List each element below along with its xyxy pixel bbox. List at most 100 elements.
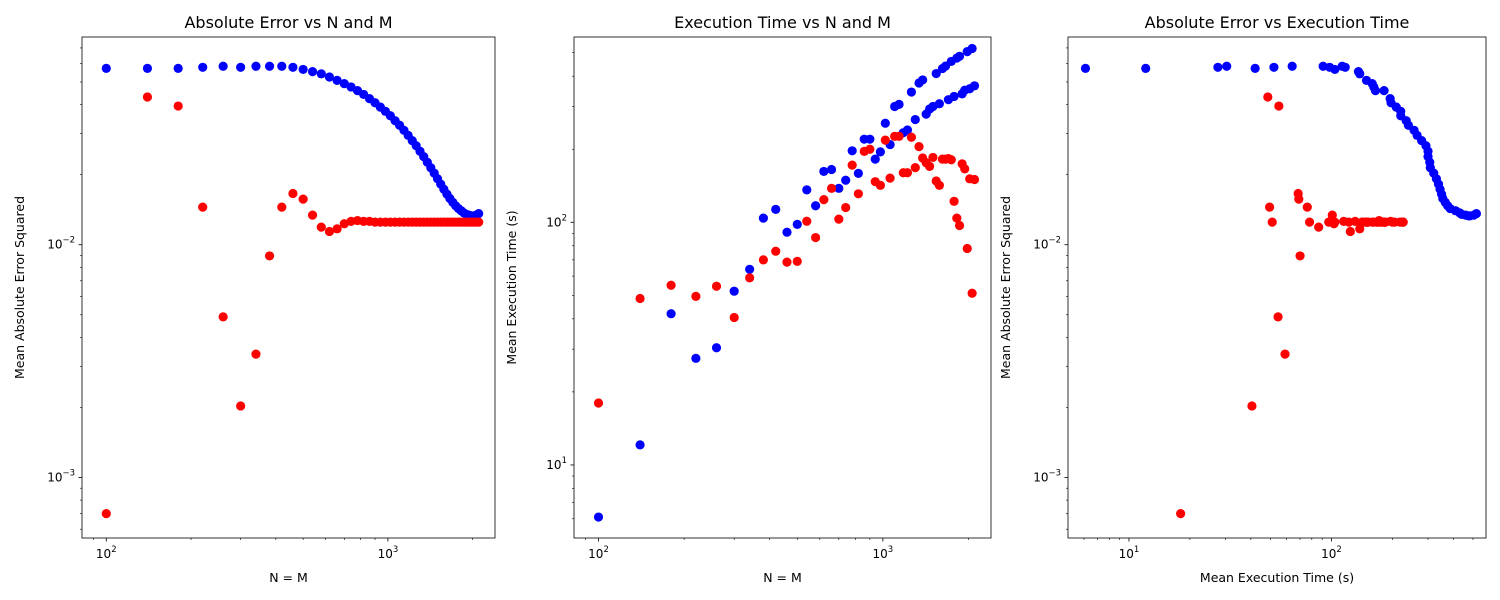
data-point <box>1355 69 1365 79</box>
data-point <box>853 168 863 178</box>
x-tick-label-base: 10 <box>1321 547 1336 561</box>
data-point <box>1330 64 1340 75</box>
data-point <box>819 166 829 177</box>
y-tick-label: 101 <box>546 456 567 472</box>
x-tick-label-exponent: 2 <box>111 545 116 555</box>
y-tick-label-base: 10 <box>47 238 62 252</box>
data-point <box>711 343 722 353</box>
data-point <box>954 220 965 231</box>
data-point <box>277 61 287 71</box>
x-tick-label: 102 <box>96 545 117 561</box>
x-axis-label: N = M <box>269 570 308 585</box>
x-tick-label: 103 <box>378 545 399 561</box>
data-point <box>666 309 676 319</box>
data-point <box>142 63 153 73</box>
data-point <box>1327 210 1337 220</box>
data-point <box>324 226 335 237</box>
data-point <box>1222 61 1232 71</box>
chart-panel-1: Absolute Error vs N and M N = M Mean Absol… <box>12 13 496 585</box>
data-point <box>782 257 792 267</box>
data-point <box>967 43 977 54</box>
data-point <box>880 118 890 128</box>
data-point <box>885 173 895 183</box>
x-tick-label: 102 <box>1321 545 1342 561</box>
data-point <box>853 189 863 199</box>
data-point <box>236 401 246 411</box>
data-point <box>967 288 977 298</box>
data-point <box>1304 217 1315 227</box>
data-point <box>1324 217 1334 227</box>
data-point <box>834 183 844 193</box>
y-tick-label: 10−3 <box>47 469 75 485</box>
data-point <box>802 185 812 195</box>
data-point <box>841 202 851 213</box>
data-point <box>1397 217 1407 227</box>
data-point <box>771 246 781 256</box>
data-point <box>288 62 298 72</box>
data-point <box>969 81 980 91</box>
y-tick-label: 10−2 <box>1033 236 1061 252</box>
data-point <box>332 224 342 234</box>
data-point <box>1362 217 1372 227</box>
data-point <box>934 99 944 109</box>
series-2-points <box>593 131 980 408</box>
data-point <box>1345 226 1355 237</box>
data-point <box>1379 86 1389 96</box>
data-point <box>324 72 335 82</box>
data-point <box>834 214 844 224</box>
data-point <box>910 114 920 125</box>
x-tick-label-base: 10 <box>873 547 888 561</box>
y-tick-label-base: 10 <box>546 458 561 472</box>
data-point <box>865 144 875 154</box>
data-point <box>316 222 326 232</box>
data-point <box>251 349 261 359</box>
data-point <box>1273 312 1283 322</box>
data-point <box>910 162 920 173</box>
series-2-points <box>101 92 484 519</box>
data-point <box>826 183 837 193</box>
data-point <box>906 132 917 142</box>
plot-frame <box>1067 36 1487 539</box>
data-point <box>1344 217 1354 227</box>
data-point <box>847 160 857 170</box>
data-point <box>745 264 755 274</box>
data-point <box>771 204 781 214</box>
data-point <box>918 75 928 85</box>
data-point <box>928 152 938 163</box>
data-point <box>236 62 246 72</box>
x-tick-label: 103 <box>873 545 894 561</box>
data-point <box>902 168 913 178</box>
data-point <box>875 180 885 190</box>
data-point <box>635 440 645 450</box>
y-tick-label-base: 10 <box>1033 471 1048 485</box>
data-point <box>894 99 904 109</box>
y-tick-label: 10−3 <box>1033 469 1061 485</box>
data-point <box>925 161 935 171</box>
data-point <box>1080 63 1091 73</box>
data-point <box>691 353 701 363</box>
data-point <box>316 69 326 79</box>
y-axis-label: Mean Absolute Error Squared <box>12 196 27 379</box>
data-point <box>1340 62 1350 72</box>
plot-frame <box>81 36 496 539</box>
data-point <box>1294 194 1304 204</box>
y-tick-label-exponent: −3 <box>1048 469 1061 479</box>
x-tick-label-base: 10 <box>378 547 393 561</box>
data-point <box>198 202 208 212</box>
data-point <box>1287 61 1297 71</box>
data-point <box>946 155 956 165</box>
data-point <box>1267 217 1277 227</box>
chart-title: Execution Time vs N and M <box>674 13 891 32</box>
data-point <box>264 251 275 261</box>
x-tick-label-exponent: 3 <box>888 545 893 555</box>
data-point <box>758 213 768 223</box>
data-point <box>218 312 228 322</box>
data-point <box>914 142 924 152</box>
plot-frame <box>573 36 992 539</box>
x-axis-label: Mean Execution Time (s) <box>1200 570 1354 585</box>
data-point <box>711 281 722 291</box>
data-point <box>307 210 318 220</box>
y-tick-label: 10−2 <box>47 236 75 252</box>
data-point <box>906 87 917 97</box>
